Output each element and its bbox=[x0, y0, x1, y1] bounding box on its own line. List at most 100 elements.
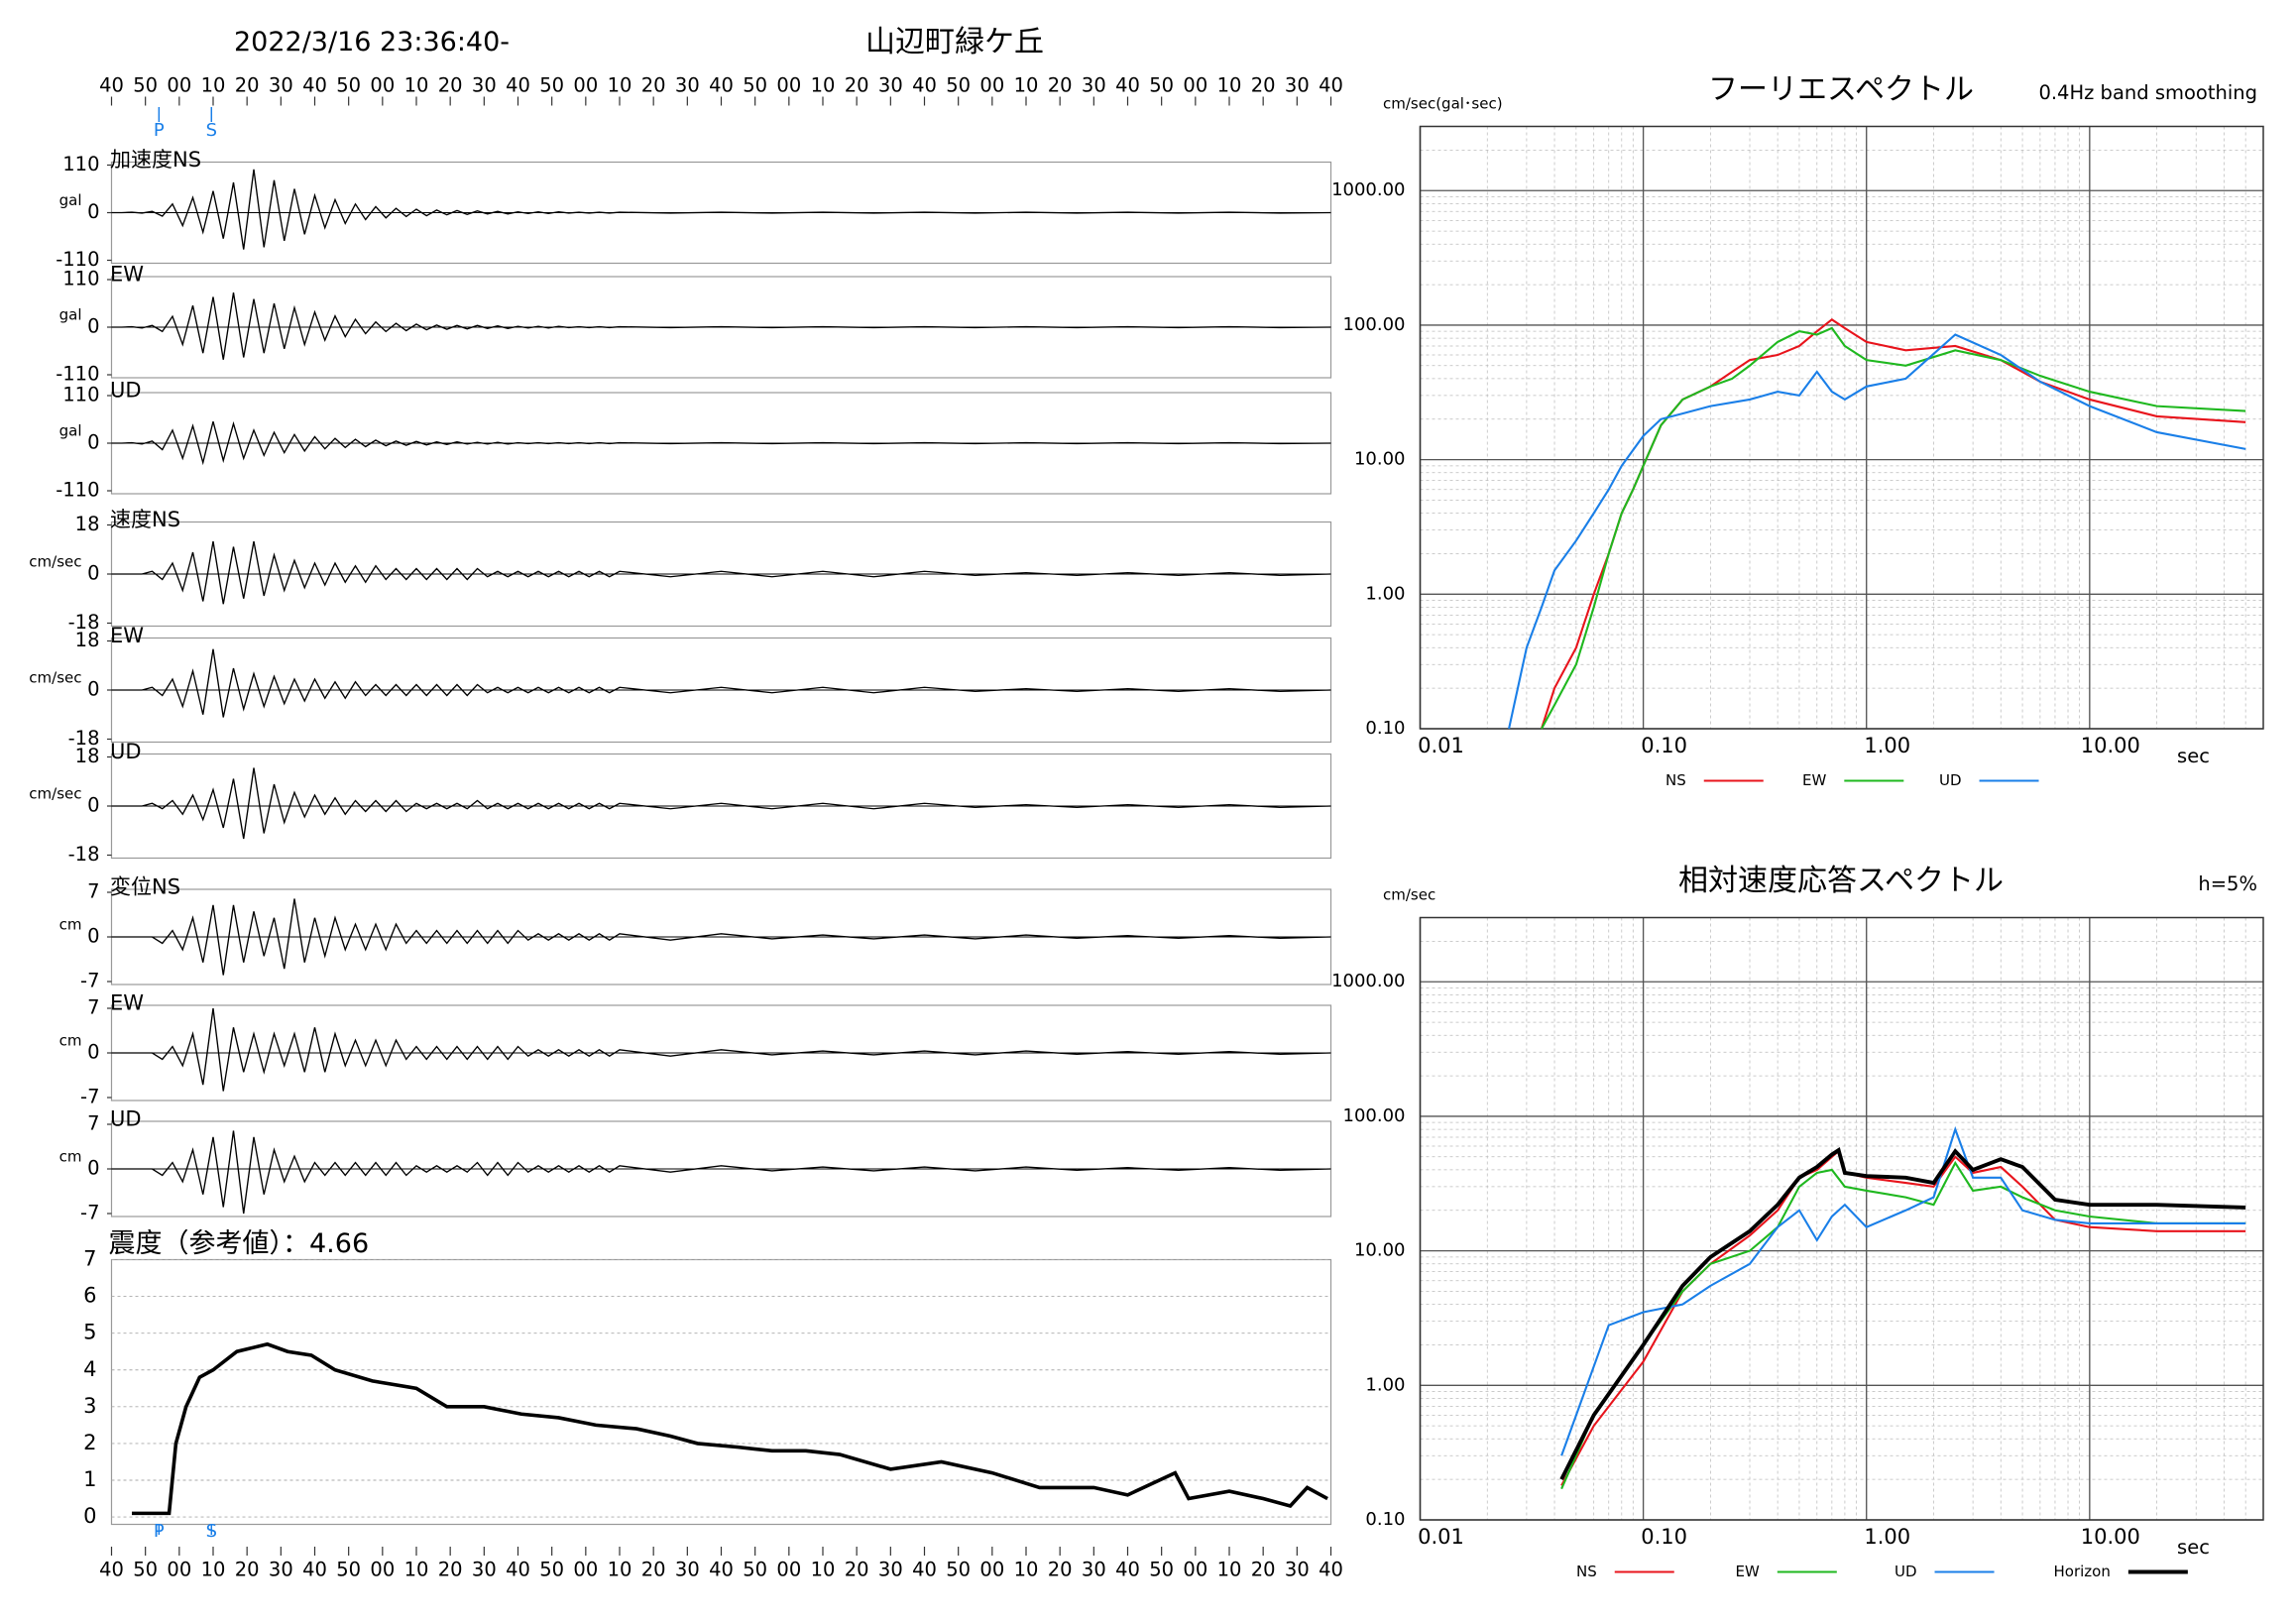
y-tick-label: -18 bbox=[68, 611, 100, 634]
x-tick-label: 1.00 bbox=[1864, 734, 1910, 757]
y-tick-label: -18 bbox=[68, 727, 100, 750]
x-tick-label: 20 bbox=[1048, 74, 1073, 97]
x-tick-label: 40 bbox=[709, 74, 734, 97]
x-tick-label: 0.10 bbox=[1641, 1525, 1687, 1549]
chart-title: 震度（参考値）：4.66 bbox=[109, 1228, 370, 1259]
y-tick-label: 1000.00 bbox=[1331, 971, 1405, 991]
x-tick-label: 0.01 bbox=[1418, 734, 1464, 757]
waveform-line bbox=[111, 291, 1331, 360]
x-tick-label: 50 bbox=[133, 1559, 158, 1581]
datetime: 2022/3/16 23:36:40- bbox=[234, 27, 510, 58]
x-tick-label: 20 bbox=[438, 1559, 463, 1581]
x-tick-label: 10 bbox=[608, 74, 632, 97]
x-tick-label: 40 bbox=[99, 74, 124, 97]
x-tick-label: 30 bbox=[1082, 1559, 1106, 1581]
panel-label: UD bbox=[110, 740, 142, 763]
y-tick-label: 18 bbox=[75, 629, 100, 651]
y-tick-label: 110 bbox=[62, 268, 99, 290]
y-tick-label: -18 bbox=[68, 843, 100, 866]
y-tick-label: 2 bbox=[83, 1431, 96, 1454]
y-tick-label: 0.10 bbox=[1365, 718, 1405, 739]
y-tick-label: 0.10 bbox=[1365, 1509, 1405, 1530]
x-tick-label: 50 bbox=[946, 74, 971, 97]
x-tick-label: 20 bbox=[845, 74, 869, 97]
y-tick-label: 0 bbox=[87, 200, 99, 223]
unit-label: cm bbox=[59, 1032, 82, 1050]
panel-label: UD bbox=[110, 1107, 142, 1131]
panel-label: EW bbox=[110, 624, 144, 647]
x-tick-label: 40 bbox=[912, 1559, 937, 1581]
x-tick-label: 30 bbox=[472, 1559, 497, 1581]
x-tick-label: 30 bbox=[878, 74, 903, 97]
legend-label: NS bbox=[1576, 1563, 1597, 1580]
chart-subtitle: 0.4Hz band smoothing bbox=[2038, 81, 2257, 104]
x-tick-label: 0.01 bbox=[1418, 1525, 1464, 1549]
y-tick-label: 18 bbox=[75, 745, 100, 767]
chart-title: フーリエスペクトル bbox=[1708, 72, 1974, 107]
x-tick-label: 50 bbox=[1149, 74, 1174, 97]
x-tick-label: 20 bbox=[1048, 1559, 1073, 1581]
x-tick-label: 20 bbox=[235, 1559, 260, 1581]
x-tick-label: 00 bbox=[979, 1559, 1004, 1581]
unit-label: cm/sec bbox=[29, 669, 81, 687]
waveform-line bbox=[111, 1007, 1331, 1092]
y-tick-label: 0 bbox=[87, 431, 99, 454]
waveform-line bbox=[111, 540, 1331, 605]
legend-label: UD bbox=[1939, 771, 1962, 789]
x-tick-label: 20 bbox=[235, 74, 260, 97]
y-tick-label: 18 bbox=[75, 513, 100, 535]
y-tick-label: -110 bbox=[56, 248, 99, 271]
x-tick-label: 40 bbox=[912, 74, 937, 97]
panel-label: 速度NS bbox=[110, 508, 180, 531]
waveform-line bbox=[111, 1130, 1331, 1215]
y-tick-label: 0 bbox=[87, 562, 99, 585]
x-tick-label: 00 bbox=[1183, 74, 1207, 97]
y-tick-label: 0 bbox=[87, 678, 99, 701]
legend-label: EW bbox=[1736, 1563, 1760, 1580]
x-tick-label: 50 bbox=[539, 1559, 564, 1581]
y-tick-label: 7 bbox=[83, 1247, 96, 1271]
y-tick-label: 0 bbox=[83, 1504, 96, 1528]
panel-label: 加速度NS bbox=[110, 148, 201, 172]
unit-label: cm bbox=[59, 916, 82, 934]
legend-label: UD bbox=[1894, 1563, 1917, 1580]
x-tick-label: 20 bbox=[1251, 1559, 1276, 1581]
x-tick-label: 20 bbox=[641, 74, 666, 97]
phase-label: S bbox=[206, 120, 217, 141]
x-tick-label: 40 bbox=[709, 1559, 734, 1581]
x-tick-label: 50 bbox=[1149, 1559, 1174, 1581]
x-tick-label: 0.10 bbox=[1641, 734, 1687, 757]
y-tick-label: 100.00 bbox=[1343, 314, 1406, 335]
series-line bbox=[1541, 326, 2246, 730]
x-tick-label: 40 bbox=[1319, 74, 1343, 97]
y-tick-label: 1 bbox=[83, 1467, 96, 1491]
y-tick-label: 5 bbox=[83, 1321, 96, 1344]
panel-label: EW bbox=[110, 991, 144, 1015]
waveform-line bbox=[111, 420, 1331, 466]
x-tick-label: 10 bbox=[811, 74, 836, 97]
y-tick-label: 0 bbox=[87, 315, 99, 338]
panel-label: 変位NS bbox=[110, 875, 180, 899]
y-tick-label: -110 bbox=[56, 363, 99, 386]
x-tick-label: 30 bbox=[878, 1559, 903, 1581]
x-tick-label: 50 bbox=[539, 74, 564, 97]
legend-label: NS bbox=[1665, 771, 1686, 789]
x-tick-label: 40 bbox=[302, 1559, 327, 1581]
x-tick-label: 40 bbox=[1115, 74, 1140, 97]
x-tick-label: 10 bbox=[404, 1559, 429, 1581]
x-tick-label: 00 bbox=[573, 74, 598, 97]
y-tick-label: 110 bbox=[62, 153, 99, 175]
y-tick-label: 1.00 bbox=[1365, 583, 1405, 604]
y-tick-label: 1.00 bbox=[1365, 1374, 1405, 1395]
x-tick-label: 30 bbox=[1285, 74, 1310, 97]
intensity-line bbox=[132, 1341, 1328, 1516]
x-tick-label: 50 bbox=[743, 74, 767, 97]
x-tick-label: 20 bbox=[1251, 74, 1276, 97]
x-tick-label: 30 bbox=[675, 74, 700, 97]
legend-label: Horizon bbox=[2054, 1563, 2111, 1580]
unit-label: gal bbox=[59, 191, 82, 209]
x-tick-label: 10 bbox=[608, 1559, 632, 1581]
x-tick-label: 30 bbox=[1082, 74, 1106, 97]
